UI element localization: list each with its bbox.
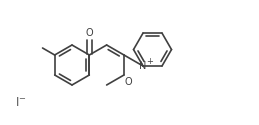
Text: O: O bbox=[85, 28, 93, 38]
Text: +: + bbox=[147, 58, 153, 66]
Text: I$^{-}$: I$^{-}$ bbox=[15, 96, 27, 110]
Text: O: O bbox=[125, 77, 133, 87]
Text: N: N bbox=[139, 61, 147, 71]
